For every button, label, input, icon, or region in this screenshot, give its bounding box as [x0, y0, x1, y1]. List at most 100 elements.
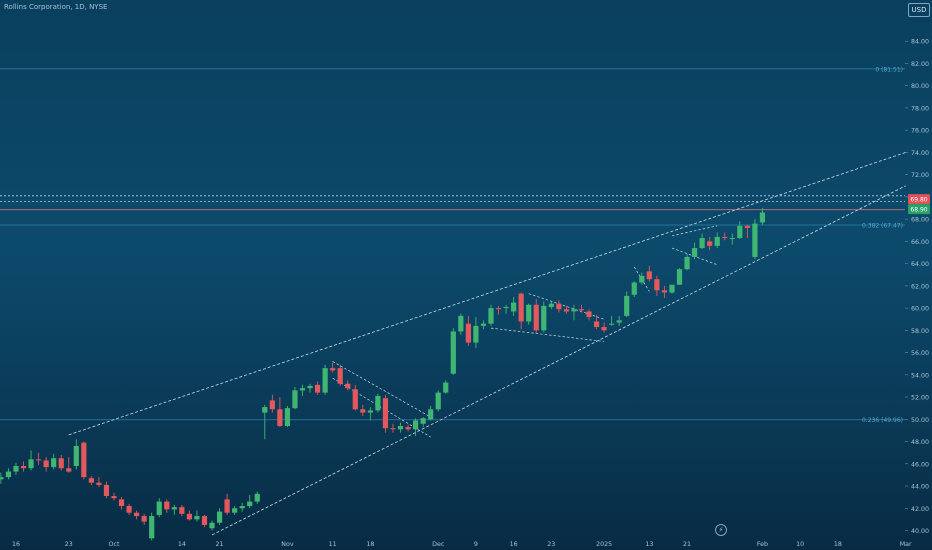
candle-body — [88, 478, 94, 483]
price-tick-label: 54.00 — [911, 372, 929, 379]
candle-body — [103, 484, 110, 497]
candle-body — [141, 516, 147, 522]
price-tick-label: 52.00 — [911, 395, 929, 402]
candle-body — [428, 409, 434, 420]
candle-body — [111, 496, 117, 499]
price-tick-label: 48.00 — [911, 439, 929, 446]
candle-body — [533, 304, 539, 331]
candle-body — [164, 501, 170, 510]
candle-body — [134, 512, 140, 517]
price-tick-label: 56.00 — [911, 350, 929, 357]
candle-body — [563, 309, 569, 312]
chart-title: Rollins Corporation, 1D, NYSE — [4, 3, 108, 11]
time-tick-label: 13 — [645, 541, 653, 548]
candle-body — [156, 501, 162, 515]
time-tick-label: Dec — [432, 541, 445, 548]
candle-body — [20, 466, 27, 469]
time-tick-label: Feb — [757, 541, 768, 548]
pattern-line — [671, 225, 718, 237]
candle-body — [511, 302, 517, 312]
candle-body — [586, 311, 592, 317]
candle-body — [13, 466, 19, 472]
time-tick-label: 10 — [796, 541, 804, 548]
candle-body — [593, 321, 600, 328]
price-tick-label: 82.00 — [911, 61, 929, 68]
candle-body — [284, 408, 291, 426]
candle-body — [601, 327, 607, 331]
candle-body — [292, 390, 298, 409]
candle-body — [352, 389, 358, 410]
candle-body — [676, 269, 683, 285]
candle-body — [81, 442, 87, 478]
candle-body — [707, 241, 713, 246]
candle-body — [58, 458, 64, 469]
candle-body — [669, 284, 675, 293]
candle-body — [571, 309, 577, 312]
candle-body — [488, 308, 494, 324]
candle-body — [5, 471, 12, 478]
candle-body — [96, 482, 102, 485]
candle-body — [149, 516, 155, 539]
time-tick-label: 2025 — [596, 541, 612, 548]
price-tick-label: 64.00 — [911, 261, 929, 268]
candle-body — [51, 458, 57, 468]
candle-body — [420, 418, 426, 424]
time-tick-label: 23 — [65, 541, 73, 548]
candle-body — [616, 320, 622, 323]
candle-body — [609, 323, 615, 325]
price-tick-label: 50.00 — [911, 417, 929, 424]
candle-body — [443, 382, 449, 393]
time-tick-label: 16 — [510, 541, 518, 548]
candle-body — [118, 499, 125, 507]
candle-body — [28, 459, 34, 469]
price-tick-label: 58.00 — [911, 328, 929, 335]
candle-body — [269, 400, 275, 410]
candle-body — [405, 427, 411, 430]
candle-body — [201, 516, 208, 525]
candle-body — [654, 279, 660, 291]
candle-body — [179, 507, 185, 514]
candle-body — [541, 305, 547, 331]
fib-level-label: 0.236 (49.96) — [862, 417, 903, 424]
candle-body — [646, 271, 652, 280]
candle-body — [224, 499, 230, 513]
price-tick-label: 78.00 — [911, 105, 929, 112]
candle-body — [450, 331, 456, 374]
currency-button[interactable]: USD — [908, 3, 930, 17]
candle-body — [518, 293, 524, 322]
time-tick-label: 21 — [683, 541, 691, 548]
time-tick-label: 14 — [178, 541, 186, 548]
fib-level-label: 0 (81.51) — [875, 66, 903, 73]
candle-body — [314, 384, 321, 393]
candle-body — [390, 428, 396, 430]
candle-body — [0, 477, 4, 480]
price-tag — [908, 194, 930, 205]
price-tick-label: 74.00 — [911, 150, 929, 157]
price-tag-label: 69.80 — [910, 197, 927, 204]
candle-body — [171, 507, 177, 510]
candle-body — [578, 309, 585, 311]
candle-body — [722, 236, 728, 239]
pattern-line — [332, 361, 431, 418]
time-tick-label: Mar — [900, 541, 912, 548]
price-tick-label: 60.00 — [911, 306, 929, 313]
candle-body — [548, 303, 554, 307]
candle-body — [684, 256, 690, 270]
candle-body — [36, 459, 42, 461]
candle-body — [277, 409, 283, 426]
price-tick-label: 44.00 — [911, 484, 929, 491]
candle-body — [639, 275, 645, 283]
candle-body — [526, 304, 532, 322]
candle-body — [382, 398, 389, 429]
candle-body — [307, 385, 313, 389]
lightning-icon[interactable]: ⚡ — [715, 524, 727, 536]
candle-body — [624, 295, 630, 316]
candle-body — [699, 238, 705, 249]
candle-body — [337, 368, 343, 384]
candle-body — [194, 516, 200, 520]
candle-body — [480, 323, 487, 326]
candle-body — [458, 315, 464, 332]
candle-body — [262, 407, 268, 413]
